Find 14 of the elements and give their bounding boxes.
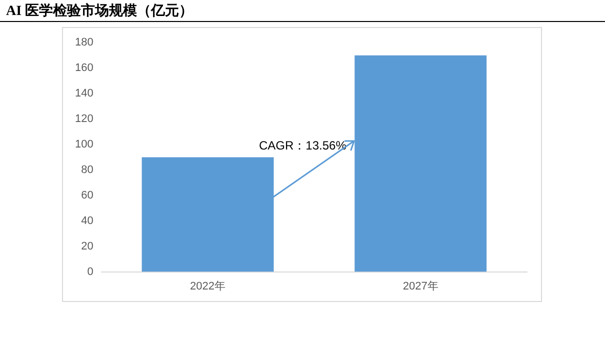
x-tick-label: 2027年 [402,280,438,292]
y-tick-label: 20 [81,240,94,252]
y-tick-label: 180 [74,36,94,49]
y-tick-label: 160 [74,62,94,74]
y-tick-label: 140 [74,88,94,100]
annotation: CAGR：13.56% [259,138,347,152]
chart-title: AI 医学检验市场规模（亿元） [6,2,194,20]
y-tick-label: 40 [81,214,94,227]
y-tick-label: 100 [74,138,94,150]
y-tick-label: 80 [81,164,94,176]
y-tick-label: 120 [74,113,94,126]
y-tick-label: 60 [81,189,94,202]
x-tick-label: 2022年 [190,280,226,292]
y-tick-label: 0 [87,266,94,278]
